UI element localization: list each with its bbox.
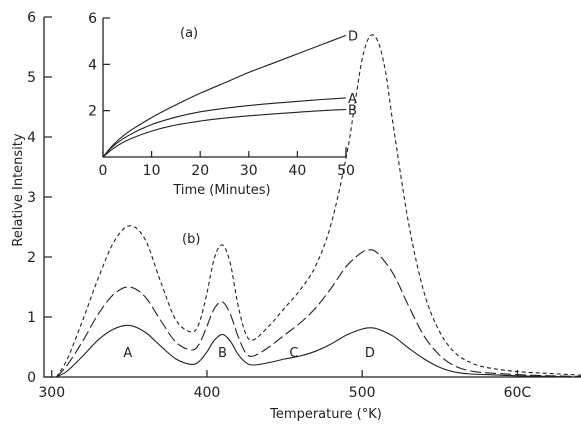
main-x-tick-label: 60C bbox=[504, 385, 532, 401]
inset-panel-label: (a) bbox=[180, 26, 198, 41]
main-x-tick-label: 300 bbox=[38, 385, 65, 401]
main-y-tick-label: 2 bbox=[27, 250, 36, 266]
main-x-ticks: 300 400 500 60C bbox=[38, 370, 531, 401]
inset-series-d bbox=[102, 34, 347, 158]
main-series-solid bbox=[56, 324, 581, 378]
main-x-tick-label: 400 bbox=[194, 385, 221, 401]
main-x-tick-label: 500 bbox=[349, 385, 376, 401]
inset-series-label-a: A bbox=[348, 92, 357, 107]
main-y-tick-label: 6 bbox=[27, 10, 36, 26]
main-y-tick-label: 3 bbox=[27, 190, 36, 206]
main-y-axis-label: Relative Intensity bbox=[11, 133, 26, 246]
inset-y-tick-label: 6 bbox=[88, 11, 97, 27]
main-peak-labels: A B C D bbox=[123, 346, 375, 361]
inset-x-tick-label: 50 bbox=[337, 163, 355, 179]
main-y-ticks: 0 1 2 3 4 5 6 bbox=[27, 10, 52, 386]
main-series-short-dash bbox=[55, 34, 581, 378]
main-curves bbox=[55, 34, 581, 378]
inset-x-tick-label: 10 bbox=[143, 163, 161, 179]
main-axes bbox=[43, 17, 581, 378]
inset-series-labels: D AB bbox=[348, 29, 358, 118]
inset-x-tick-label: 30 bbox=[240, 163, 258, 179]
inset-series-b bbox=[102, 108, 347, 158]
main-series-long-dash bbox=[55, 249, 581, 378]
peak-label-a: A bbox=[123, 346, 132, 361]
inset-x-axis-label: Time (Minutes) bbox=[172, 183, 270, 198]
inset-y-tick-label: 2 bbox=[88, 104, 97, 120]
inset-x-tick-label: 20 bbox=[191, 163, 209, 179]
inset-x-tick-label: 40 bbox=[288, 163, 306, 179]
peak-label-b: B bbox=[218, 346, 227, 361]
main-y-tick-label: 5 bbox=[27, 70, 36, 86]
inset-series-label-d: D bbox=[348, 29, 358, 44]
inset-series-a bbox=[102, 97, 347, 158]
main-panel-label: (b) bbox=[182, 232, 200, 247]
inset-y-ticks: 2 4 6 bbox=[88, 11, 110, 120]
peak-label-c: C bbox=[289, 346, 298, 361]
inset-curves bbox=[102, 34, 347, 158]
main-y-tick-label: 1 bbox=[27, 310, 36, 326]
inset-x-tick-label: 0 bbox=[99, 163, 108, 179]
main-y-tick-label: 0 bbox=[27, 370, 36, 386]
inset-y-tick-label: 4 bbox=[88, 57, 97, 73]
main-y-tick-label: 4 bbox=[27, 130, 36, 146]
inset-series-label-b: B bbox=[348, 104, 357, 119]
main-x-axis-label: Temperature (°K) bbox=[269, 407, 382, 422]
inset-axes bbox=[102, 18, 347, 158]
inset-x-ticks: 0 10 20 30 40 50 bbox=[99, 151, 355, 179]
peak-label-d: D bbox=[365, 346, 375, 361]
inset-chart: 2 4 6 0 10 20 30 40 50 D AB (a) Time (Minutes) bbox=[88, 11, 358, 198]
